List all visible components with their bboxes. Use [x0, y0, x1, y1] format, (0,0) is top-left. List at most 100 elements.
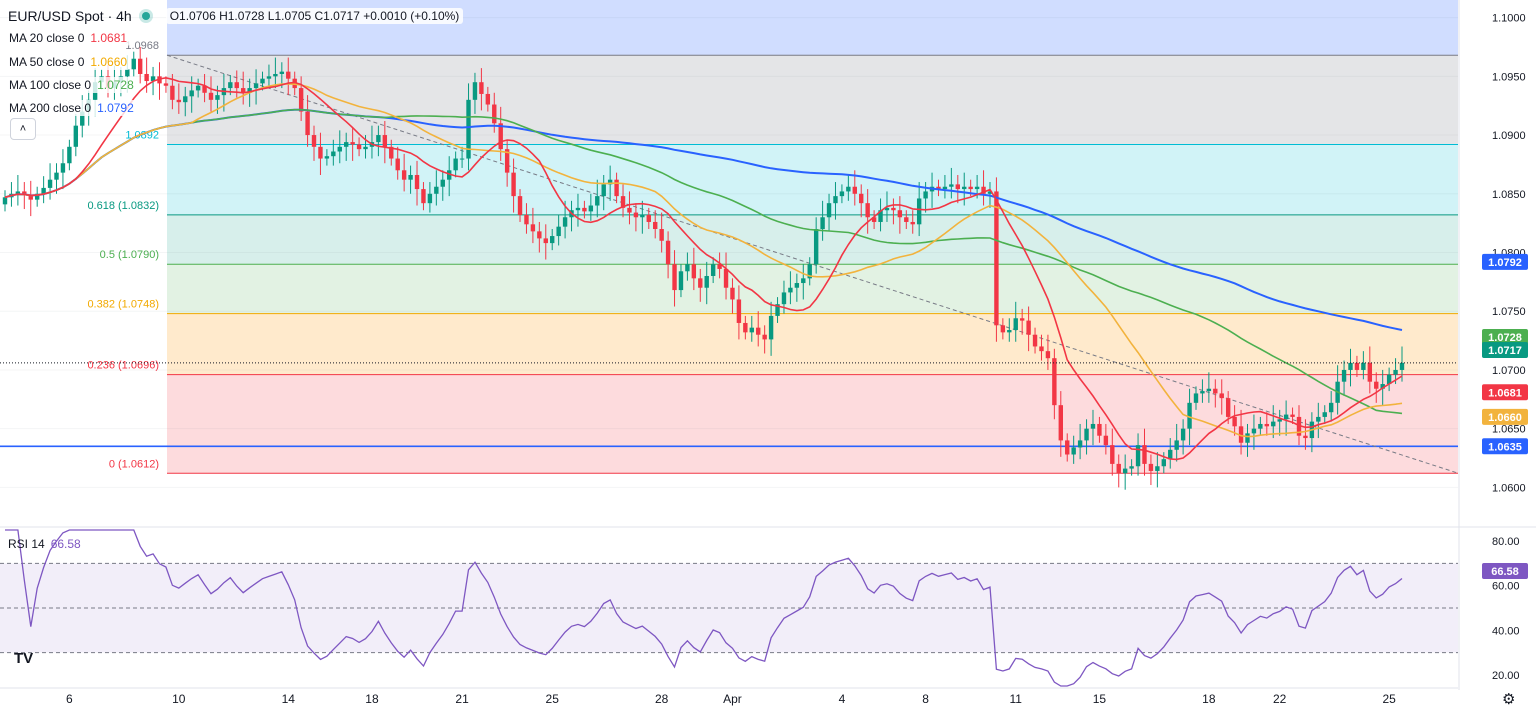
candle-body	[974, 186, 980, 190]
candle-body	[1322, 412, 1327, 417]
candle-body	[691, 264, 697, 279]
ma200-legend[interactable]: MA 200 close 0 1.0792	[6, 100, 137, 116]
candle-body	[865, 203, 870, 218]
candle-body	[685, 264, 690, 272]
candle-body	[414, 174, 420, 190]
candle-body	[1393, 369, 1398, 375]
rsi-legend[interactable]: RSI 14 66.58	[8, 537, 81, 551]
candle-body	[717, 264, 722, 269]
candle-body	[813, 229, 819, 265]
rsi-tag	[1482, 563, 1528, 580]
candle-body	[1386, 374, 1392, 385]
price-tick-label: 1.0950	[1492, 71, 1526, 83]
candle-body	[189, 90, 194, 97]
tradingview-logo[interactable]: TV	[14, 650, 34, 667]
candle-body	[595, 196, 600, 206]
time-tick-label: 18	[365, 692, 379, 706]
candle-body	[878, 210, 883, 222]
candle-body	[434, 186, 439, 194]
price-tick-label: 1.0850	[1492, 189, 1526, 201]
candle-body	[1110, 445, 1115, 464]
candle-body	[228, 82, 233, 89]
gear-icon[interactable]: ⚙	[1502, 691, 1516, 708]
candle-body	[633, 212, 639, 218]
candle-body	[968, 186, 973, 190]
candle-body	[292, 78, 297, 89]
candle-body	[80, 111, 85, 126]
price-tag-label: 1.0660	[1488, 412, 1522, 424]
symbol-title[interactable]: EUR/USD Spot · 4h	[8, 8, 132, 24]
price-tag	[1482, 329, 1528, 346]
fib-label-0.618: 0.618 (1.0832)	[87, 200, 159, 212]
candle-body	[736, 299, 742, 323]
candle-body	[653, 221, 658, 230]
candle-body	[524, 214, 529, 225]
candle-body	[1052, 358, 1057, 406]
candle-body	[150, 76, 156, 82]
candle-body	[1071, 447, 1076, 455]
candle-body	[1032, 334, 1038, 347]
candle-body	[897, 210, 903, 218]
ma50-legend[interactable]: MA 50 close 0 1.0660	[6, 54, 131, 70]
time-tick-label: 25	[1382, 692, 1396, 706]
candle-body	[1283, 414, 1289, 420]
candle-body	[1232, 416, 1237, 427]
rsi-tick-label: 20.00	[1492, 670, 1520, 682]
collapse-legend-button[interactable]: ˄	[10, 118, 36, 140]
candle-body	[47, 179, 53, 188]
candle-body	[942, 186, 948, 190]
candle-body	[305, 111, 310, 136]
candle-body	[453, 158, 458, 171]
candle-body	[183, 96, 188, 103]
candle-body	[125, 69, 130, 77]
candle-body	[215, 95, 220, 100]
candle-body	[923, 191, 928, 199]
time-tick-label: 11	[1009, 692, 1022, 706]
candle-body	[801, 278, 806, 284]
candle-body	[698, 278, 703, 288]
candle-body	[163, 83, 169, 86]
candle-body	[678, 271, 684, 291]
candle-body	[1290, 414, 1295, 417]
time-tick-label: 15	[1093, 692, 1107, 706]
candle-body	[807, 264, 812, 279]
candle-body	[1058, 405, 1063, 441]
price-tag-label: 1.0681	[1488, 387, 1522, 399]
candle-body	[466, 99, 471, 159]
candle-body	[891, 207, 896, 211]
candle-body	[614, 179, 619, 197]
candle-body	[962, 186, 967, 190]
candle-body	[1129, 466, 1134, 469]
fib-zone-0.786	[167, 55, 1458, 145]
candle-body	[131, 58, 136, 70]
candle-body	[504, 149, 510, 173]
candle-body	[389, 146, 394, 159]
fib-zone-0.236	[167, 313, 1458, 375]
fib-label-1: 1.0968	[125, 40, 159, 52]
candle-body	[749, 327, 754, 333]
ma100-legend[interactable]: MA 100 close 0 1.0728	[6, 77, 137, 93]
candle-body	[582, 207, 587, 212]
candle-body	[949, 184, 954, 187]
candle-body	[318, 146, 323, 159]
candle-body	[266, 76, 272, 79]
candle-body	[788, 287, 793, 293]
candle-body	[994, 191, 999, 326]
candle-body	[620, 196, 626, 208]
candle-body	[543, 238, 548, 244]
candle-body	[1367, 362, 1373, 382]
candle-body	[730, 287, 735, 300]
time-tick-label: 14	[282, 692, 296, 706]
candle-body	[1142, 445, 1147, 464]
candle-body	[1264, 423, 1270, 427]
candle-body	[1065, 440, 1070, 455]
candle-body	[240, 88, 246, 93]
candle-body	[492, 104, 497, 124]
ma20-legend[interactable]: MA 20 close 0 1.0681	[6, 30, 131, 46]
candle-body	[936, 186, 941, 190]
candle-body	[723, 268, 729, 288]
candle-body	[756, 327, 761, 335]
rsi-tag-label: 66.58	[1491, 566, 1519, 578]
